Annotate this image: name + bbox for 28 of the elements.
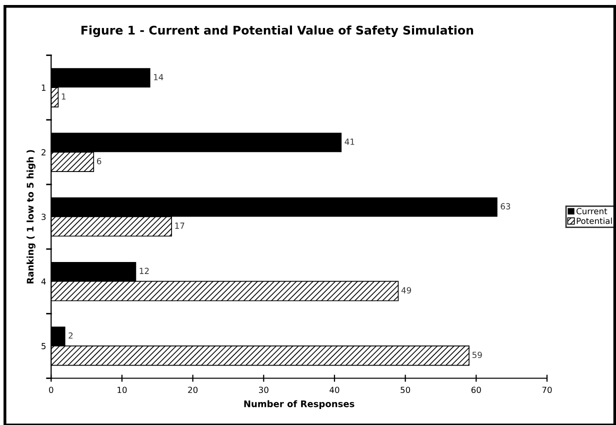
- data-label: 17: [175, 222, 184, 229]
- x-axis-title: Number of Responses: [244, 400, 354, 409]
- legend-label: Current: [576, 208, 608, 214]
- y-tick-label: 1: [42, 84, 46, 91]
- data-label: 63: [500, 203, 510, 210]
- x-tick-label: 20: [188, 386, 198, 394]
- x-tick-label: 60: [471, 386, 481, 394]
- y-axis-title: Ranking ( 1 low to 5 high ): [26, 150, 36, 284]
- data-label: 6: [96, 158, 102, 164]
- x-tick-label: 50: [400, 386, 410, 394]
- data-label: 14: [154, 74, 164, 80]
- y-tick-label: 3: [42, 214, 46, 220]
- data-label: 49: [401, 287, 412, 294]
- y-tick-label: 5: [42, 343, 46, 350]
- x-tick-label: 10: [118, 386, 127, 394]
- chart-title: Figure 1 - Current and Potential Value of Safety Simulation: [81, 26, 474, 38]
- data-label: 1: [62, 93, 66, 100]
- y-tick-label: 2: [42, 149, 46, 156]
- y-tick-label: 4: [41, 278, 46, 285]
- data-label: 41: [344, 138, 354, 145]
- x-tick-label: 40: [330, 386, 340, 394]
- legend-label: Potential: [576, 218, 612, 224]
- data-label: 2: [68, 332, 73, 339]
- x-tick-label: 30: [258, 386, 268, 394]
- data-label: 59: [472, 352, 482, 358]
- x-tick-label: 70: [542, 386, 552, 394]
- x-tick-label: 0: [49, 386, 54, 394]
- data-label: 12: [140, 268, 149, 274]
